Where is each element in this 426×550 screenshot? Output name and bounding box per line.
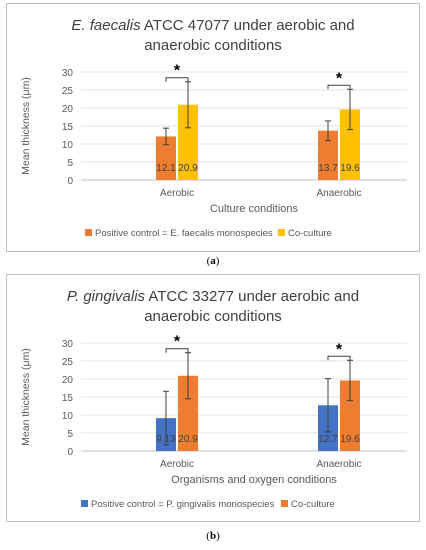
chart-a: E. faecalis ATCC 47077 under aerobic and… bbox=[20, 17, 407, 239]
caption-a-letter: a bbox=[210, 255, 216, 267]
significance-star-a-c1: * bbox=[336, 70, 343, 87]
legend-swatch-b-0 bbox=[81, 500, 88, 507]
y-tick-b-1: 5 bbox=[67, 429, 73, 440]
significance-bracket-a-c1 bbox=[327, 84, 351, 90]
data-label-a-s0-c0: 12.1 bbox=[156, 163, 176, 174]
x-axis-label-b: Organisms and oxygen conditions bbox=[171, 474, 337, 486]
x-tick-b-0: Aerobic bbox=[160, 459, 194, 470]
y-tick-b-4: 20 bbox=[62, 375, 74, 386]
chart-b-title-line2: anaerobic conditions bbox=[144, 308, 282, 325]
caption-b: (b) bbox=[0, 530, 426, 542]
x-tick-a-1: Anaerobic bbox=[316, 188, 361, 199]
data-label-a-s0-c1: 13.7 bbox=[318, 163, 338, 174]
y-tick-b-5: 25 bbox=[62, 357, 74, 368]
significance-bracket-a-c0 bbox=[165, 77, 189, 82]
data-label-b-s0-c0: 9.13 bbox=[156, 434, 176, 445]
data-label-b-s1-c1: 19.6 bbox=[340, 434, 360, 445]
chart-a-title-line2: anaerobic conditions bbox=[144, 37, 282, 54]
chart-b-title: P. gingivalis ATCC 33277 under aerobic a… bbox=[67, 288, 359, 305]
legend-swatch-a-1 bbox=[278, 229, 285, 236]
caption-b-close: ) bbox=[216, 530, 220, 542]
y-tick-a-0: 0 bbox=[67, 176, 73, 187]
bar-a-s1-c0 bbox=[178, 104, 198, 180]
significance-star-b-c1: * bbox=[336, 341, 343, 358]
caption-b-open: ( bbox=[206, 530, 210, 542]
y-tick-b-3: 15 bbox=[62, 393, 74, 404]
significance-bracket-b-c1 bbox=[327, 355, 351, 361]
y-tick-b-2: 10 bbox=[62, 411, 74, 422]
chart-a-title: E. faecalis ATCC 47077 under aerobic and bbox=[71, 17, 354, 34]
y-axis-label-b: Mean thickness (μm) bbox=[20, 348, 32, 446]
data-label-b-s0-c1: 12.7 bbox=[318, 434, 338, 445]
bar-a-s1-c1 bbox=[340, 109, 360, 180]
chart-a-title-rest: ATCC 47077 under aerobic and bbox=[141, 17, 355, 34]
legend-swatch-a-0 bbox=[85, 229, 92, 236]
bar-b-s1-c0 bbox=[178, 375, 198, 451]
chart-b-title-italic: P. gingivalis bbox=[67, 288, 146, 305]
y-tick-a-3: 15 bbox=[62, 122, 74, 133]
x-axis-label-a: Culture conditions bbox=[210, 203, 299, 215]
chart-b-title-rest: ATCC 33277 under aerobic and bbox=[145, 288, 359, 305]
caption-a-close: ) bbox=[215, 255, 220, 267]
chart-panel-b: P. gingivalis ATCC 33277 under aerobic a… bbox=[6, 274, 420, 522]
bar-b-s1-c1 bbox=[340, 380, 360, 451]
y-tick-a-4: 20 bbox=[62, 104, 74, 115]
y-tick-b-0: 0 bbox=[67, 447, 73, 458]
legend-label-b-0: Positive control = P. gingivalis monospe… bbox=[91, 499, 275, 510]
data-label-b-s1-c0: 20.9 bbox=[178, 434, 198, 445]
legend-label-b-1: Co-culture bbox=[291, 499, 335, 510]
significance-star-a-c0: * bbox=[174, 63, 181, 80]
data-label-a-s1-c1: 19.6 bbox=[340, 163, 360, 174]
legend-label-a-1: Co-culture bbox=[288, 228, 332, 239]
chart-panel-a: E. faecalis ATCC 47077 under aerobic and… bbox=[6, 3, 420, 252]
y-tick-a-2: 10 bbox=[62, 140, 74, 151]
legend-swatch-b-1 bbox=[281, 500, 288, 507]
significance-bracket-b-c0 bbox=[165, 348, 189, 353]
chart-b: P. gingivalis ATCC 33277 under aerobic a… bbox=[20, 288, 407, 510]
y-axis-label-a: Mean thickness (μm) bbox=[20, 77, 32, 175]
bar-a-s0-c1 bbox=[318, 130, 338, 180]
y-tick-a-6: 30 bbox=[62, 68, 74, 79]
x-tick-b-1: Anaerobic bbox=[316, 459, 361, 470]
y-tick-a-1: 5 bbox=[67, 158, 73, 169]
data-label-a-s1-c0: 20.9 bbox=[178, 163, 198, 174]
caption-a: (a) bbox=[0, 255, 426, 267]
caption-a-open: ( bbox=[206, 255, 211, 267]
y-tick-a-5: 25 bbox=[62, 86, 74, 97]
legend-label-a-0: Positive control = E. faecalis monospeci… bbox=[95, 228, 273, 239]
caption-b-letter: b bbox=[209, 530, 217, 542]
chart-a-title-italic: E. faecalis bbox=[71, 17, 141, 34]
significance-star-b-c0: * bbox=[174, 334, 181, 351]
bar-a-s0-c0 bbox=[156, 136, 176, 180]
y-tick-b-6: 30 bbox=[62, 339, 74, 350]
x-tick-a-0: Aerobic bbox=[160, 188, 194, 199]
